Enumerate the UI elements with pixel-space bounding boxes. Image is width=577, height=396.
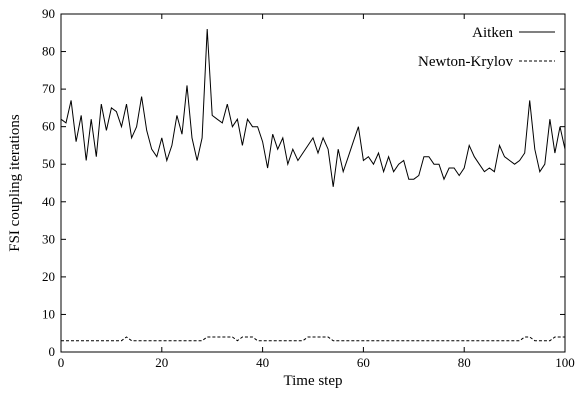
- x-tick-label: 60: [357, 355, 370, 370]
- y-tick-label: 50: [42, 156, 55, 171]
- y-axis-title: FSI coupling iterations: [7, 114, 23, 252]
- x-tick-label: 20: [155, 355, 168, 370]
- y-tick-label: 60: [42, 119, 55, 134]
- x-tick-label: 40: [256, 355, 269, 370]
- y-tick-label: 0: [49, 344, 56, 359]
- y-tick-label: 80: [42, 44, 55, 59]
- x-tick-label: 0: [58, 355, 65, 370]
- y-tick-label: 90: [42, 6, 55, 21]
- plot-frame: [60, 13, 566, 353]
- y-tick-label: 10: [42, 306, 55, 321]
- legend-label-newton-krylov: Newton-Krylov: [418, 54, 513, 70]
- x-axis-title: Time step: [283, 373, 342, 389]
- x-tick-label: 100: [555, 355, 575, 370]
- x-tick-label: 80: [458, 355, 471, 370]
- y-tick-label: 40: [42, 194, 55, 209]
- ticks-layer: 0 20 40 60 80 100 0 10 20 30 40 50 60 70 80 90: [42, 6, 575, 370]
- legend: Aitken Newton-Krylov: [418, 25, 555, 70]
- y-tick-label: 70: [42, 81, 55, 96]
- y-tick-label: 20: [42, 269, 55, 284]
- series-layer: [60, 28, 566, 342]
- y-tick-label: 30: [42, 231, 55, 246]
- series-line-aitken: [60, 28, 566, 187]
- legend-label-aitken: Aitken: [472, 25, 513, 41]
- series-line-newton-krylov: [61, 336, 565, 342]
